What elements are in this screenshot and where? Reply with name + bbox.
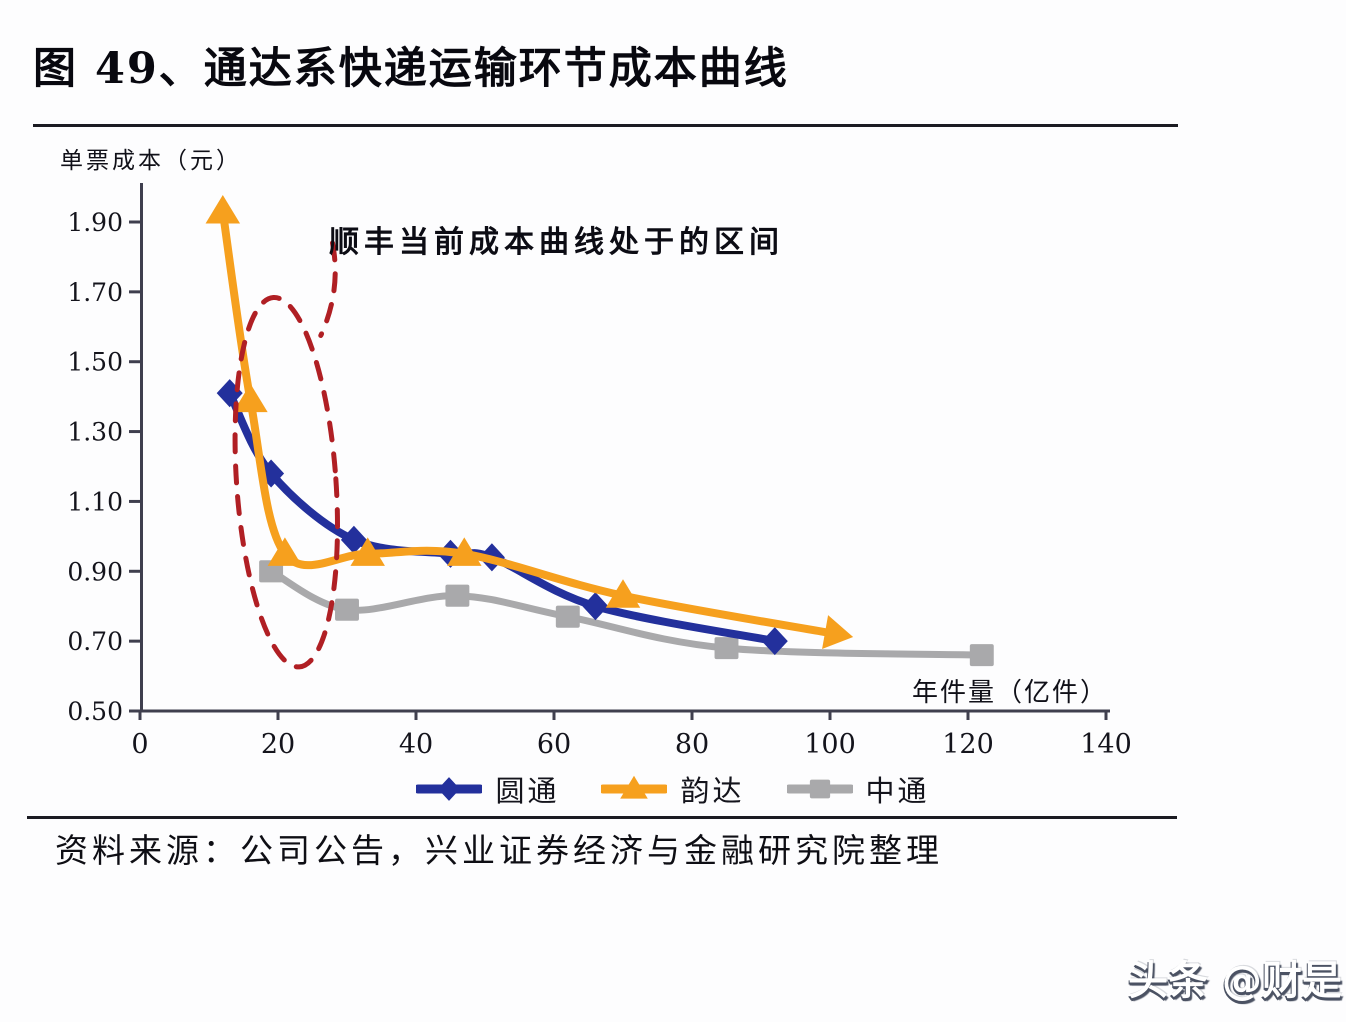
legend-item-圆通: 圆通 [416, 768, 559, 810]
x-tick-label: 0 [131, 729, 148, 760]
data-point-square [555, 605, 580, 628]
legend-label: 中通 [865, 774, 930, 808]
data-point-triangle [620, 775, 649, 799]
series-中通 [259, 560, 994, 667]
legend-item-中通: 中通 [786, 768, 930, 810]
legend-marker-diamond-icon [416, 777, 483, 801]
data-point-square [445, 584, 470, 607]
data-point-triangle [267, 537, 303, 566]
x-tick-label: 120 [942, 729, 994, 760]
axes: 0.50 0.70 0.90 1.10 1.30 1.50 1.70 1.90 0 20 40 60 8… [67, 183, 1132, 760]
x-tick-label: 20 [261, 729, 295, 760]
y-axis-title: 单票成本（元） [60, 148, 242, 174]
data-point-diamond [258, 459, 285, 488]
data-point-diamond [216, 379, 243, 408]
leader-line [318, 240, 338, 339]
data-point-diamond [438, 777, 461, 801]
x-axis-title: 年件量（亿件） [912, 678, 1109, 708]
y-tick-label: 0.90 [67, 557, 123, 586]
highlight-ellipse [232, 295, 340, 670]
data-point-triangle [205, 195, 241, 224]
title-divider [33, 124, 1178, 127]
legend-marker-square-icon [786, 779, 853, 799]
figure-title: 图 49、通达系快递运输环节成本曲线 [33, 44, 789, 94]
data-point-square [335, 598, 359, 621]
data-point-triangle [605, 579, 641, 608]
x-tick-label: 60 [537, 729, 571, 760]
x-tick-label: 40 [399, 729, 433, 760]
source-divider [27, 816, 1177, 819]
data-point-triangle [350, 537, 385, 566]
data-point-square [714, 637, 739, 660]
y-tick-label: 0.70 [67, 627, 123, 656]
series-韵达 [205, 195, 854, 650]
x-tick-label: 140 [1080, 729, 1132, 760]
x-tick-label: 100 [804, 729, 856, 760]
y-tick-label: 1.30 [67, 418, 123, 447]
watermark: 头条 @财是 [1128, 958, 1342, 1004]
data-point-diamond [582, 592, 609, 621]
y-tick-label: 1.50 [67, 348, 123, 377]
data-point-triangle [233, 383, 268, 413]
chart-legend: 圆通 韵达 中通 [0, 768, 1346, 810]
data-point-square [969, 644, 994, 667]
legend-marker-triangle-icon [601, 775, 668, 799]
annotation-text: 顺丰当前成本曲线处于的区间 [329, 225, 784, 260]
y-tick-label: 1.90 [67, 208, 123, 237]
data-point-triangle [447, 537, 482, 566]
y-tick-label: 1.70 [67, 278, 123, 307]
x-tick-label: 80 [675, 729, 709, 760]
annotation-highlight [232, 240, 340, 670]
legend-item-韵达: 韵达 [601, 768, 744, 810]
legend-label: 韵达 [680, 774, 745, 808]
y-tick-label: 1.10 [67, 487, 123, 516]
source-note: 资料来源：公司公告，兴业证券经济与金融研究院整理 [55, 831, 943, 870]
data-point-triangle [822, 615, 854, 650]
y-tick-label: 0.50 [67, 697, 123, 726]
legend-label: 圆通 [495, 774, 560, 808]
series-line [218, 207, 841, 639]
data-point-square [809, 779, 830, 799]
